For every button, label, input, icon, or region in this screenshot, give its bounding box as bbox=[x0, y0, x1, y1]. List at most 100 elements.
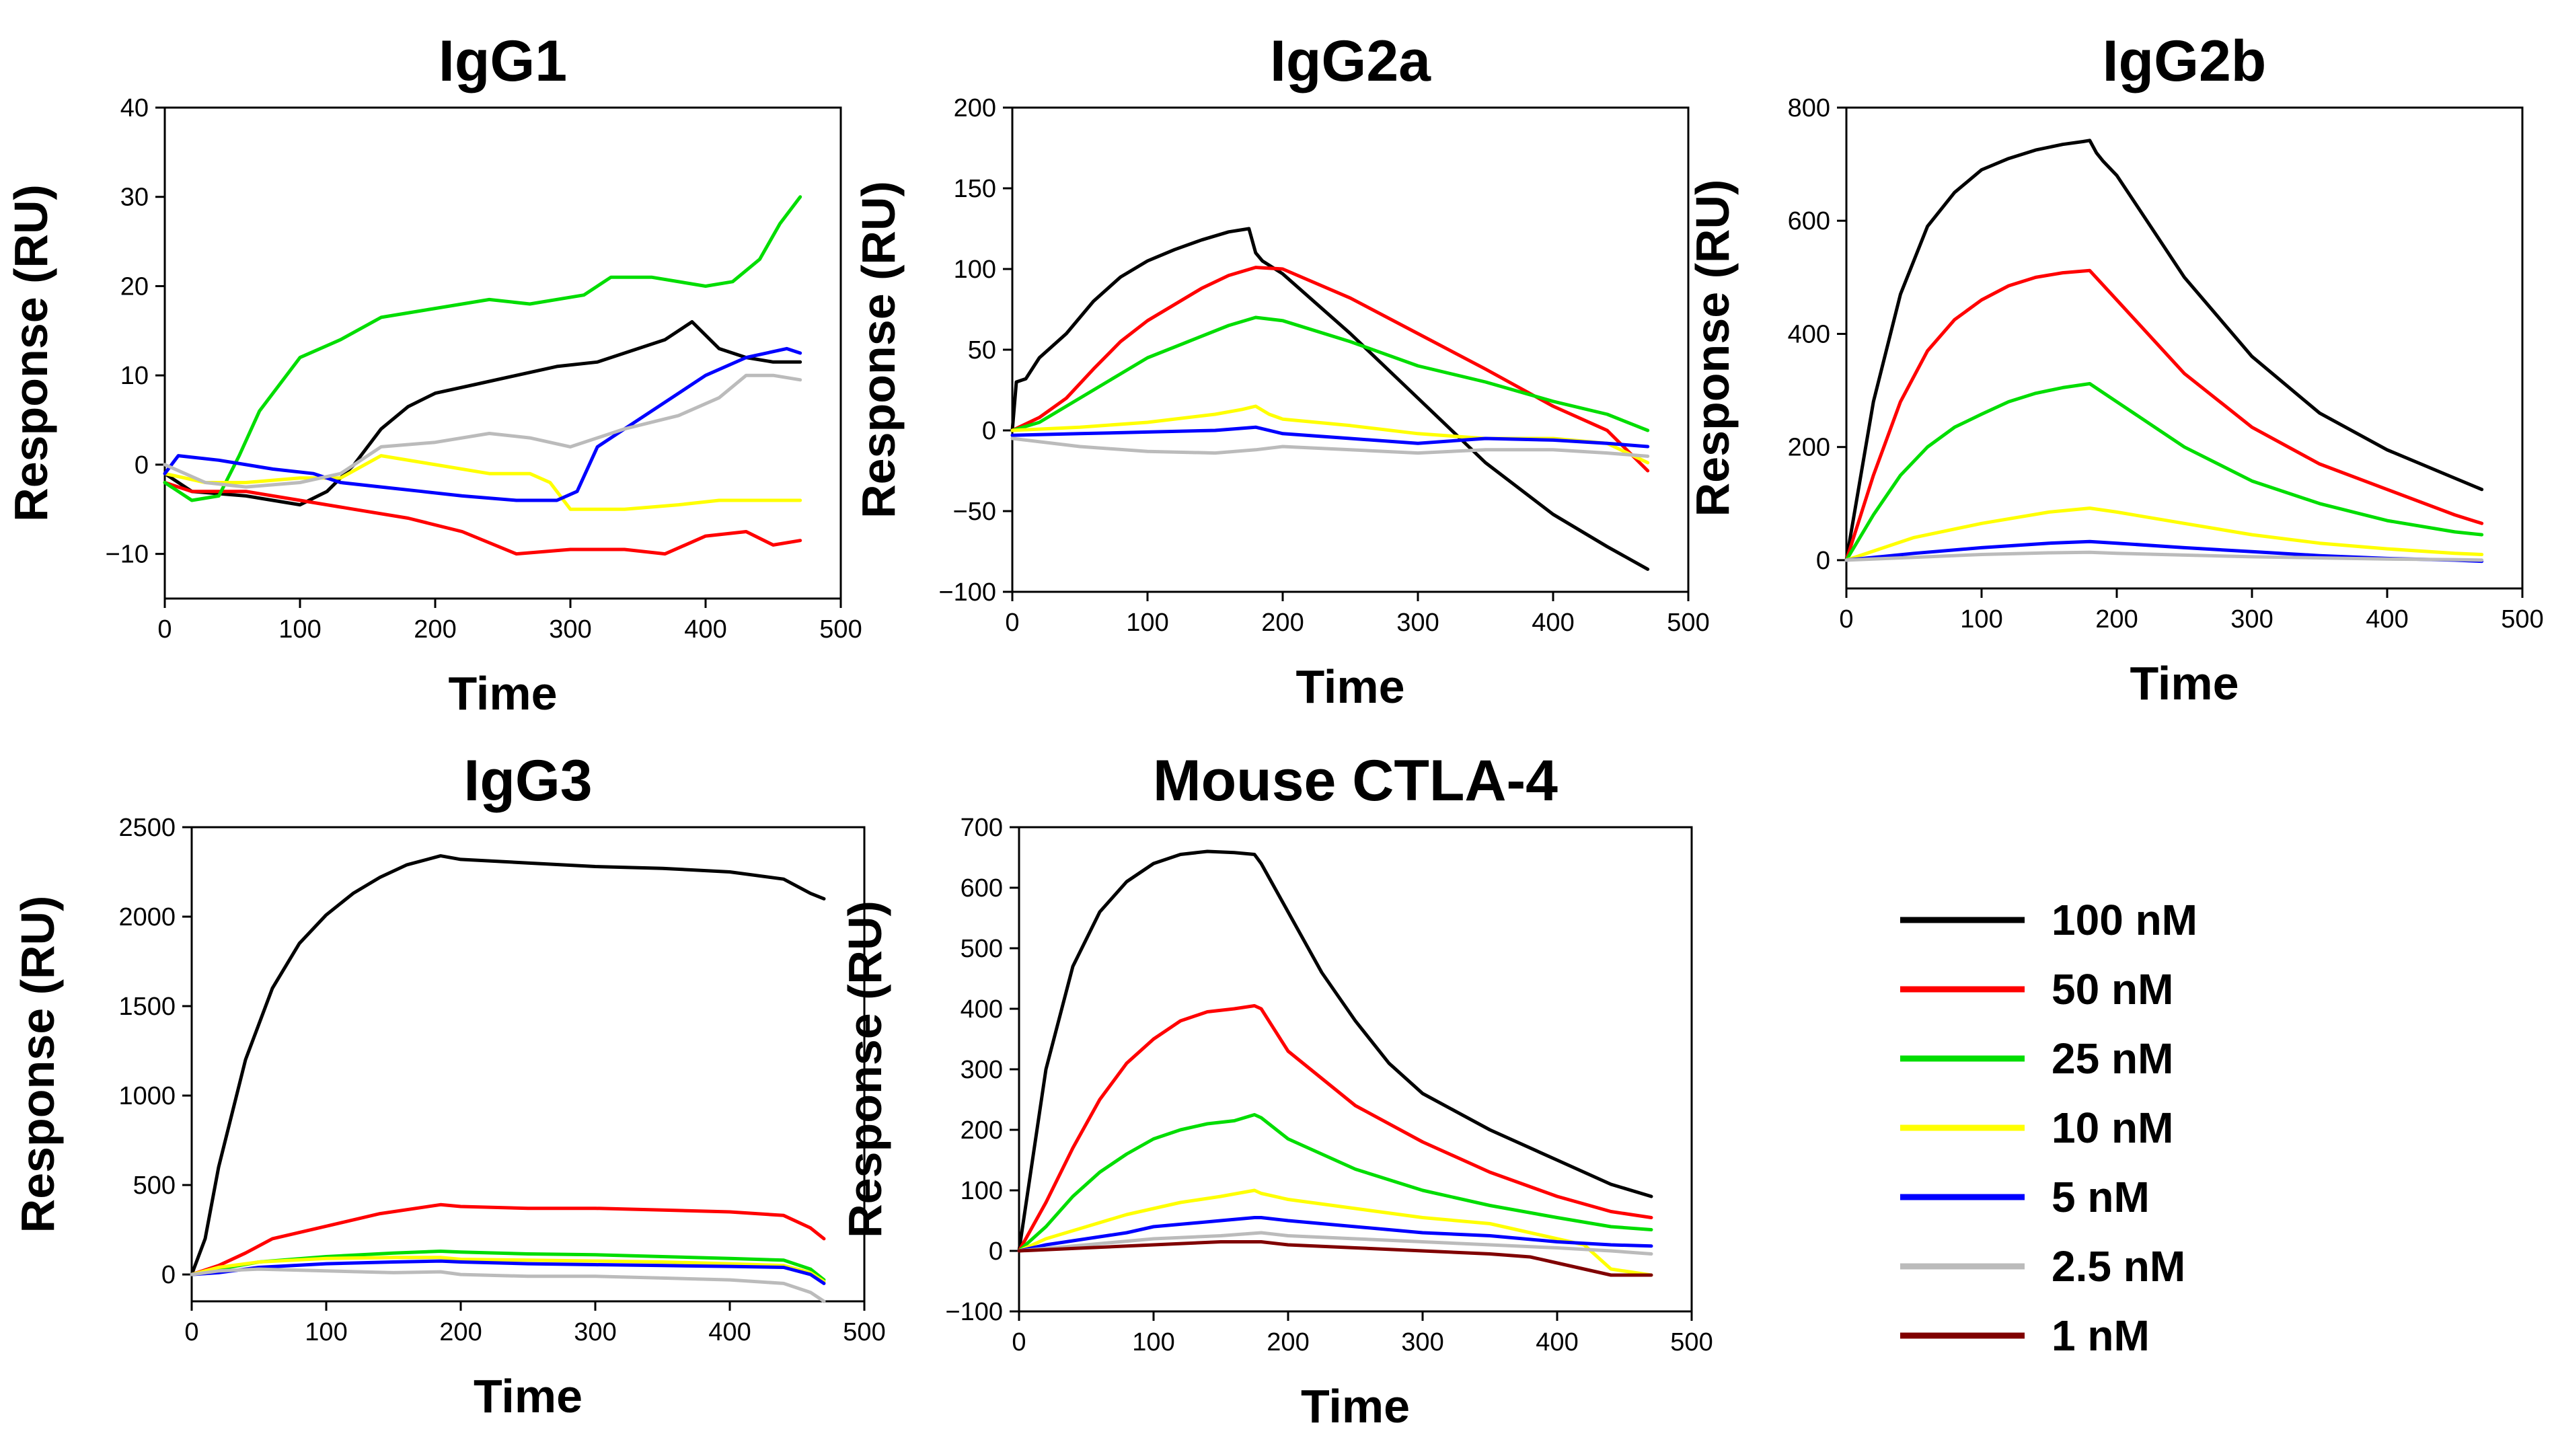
series-line-2-5-nm bbox=[1017, 1231, 1653, 1256]
x-tick-label: 100 bbox=[1132, 1328, 1174, 1356]
plot-frame bbox=[190, 826, 866, 1303]
x-tick-label: 300 bbox=[574, 1318, 616, 1346]
y-tick-label: 1000 bbox=[118, 1082, 176, 1110]
plot-frame bbox=[1845, 106, 2524, 590]
x-tick-label: 300 bbox=[1401, 1328, 1443, 1356]
x-tick-label: 500 bbox=[819, 615, 862, 644]
series-line-2-5-nm bbox=[190, 1267, 826, 1303]
series-line-10-nm bbox=[163, 454, 802, 511]
y-tick-label: 1500 bbox=[118, 993, 176, 1021]
y-tick-label: 2000 bbox=[118, 903, 176, 931]
series-line-5-nm bbox=[1010, 425, 1650, 449]
x-axis-label: Time bbox=[1295, 660, 1404, 713]
x-tick-label: 500 bbox=[1667, 609, 1709, 637]
series-line-5-nm bbox=[1017, 1216, 1653, 1253]
y-tick-label: −10 bbox=[106, 541, 149, 569]
y-tick-label: 500 bbox=[961, 935, 1003, 963]
y-tick-label: 300 bbox=[961, 1056, 1003, 1084]
x-axis-label: Time bbox=[474, 1370, 582, 1422]
x-tick-label: 400 bbox=[708, 1318, 751, 1346]
legend-label: 100 nM bbox=[2052, 896, 2197, 944]
x-tick-label: 400 bbox=[2366, 605, 2408, 634]
x-tick-label: 0 bbox=[157, 615, 172, 644]
y-tick-label: 800 bbox=[1788, 94, 1830, 122]
x-tick-label: 200 bbox=[439, 1318, 482, 1346]
series-line-100-nm bbox=[1010, 227, 1650, 571]
y-axis-label: Response (RU) bbox=[11, 896, 64, 1233]
series-line-10-nm bbox=[1017, 1188, 1653, 1277]
series-line-50-nm bbox=[190, 1202, 826, 1276]
legend-label: 10 nM bbox=[2052, 1104, 2173, 1152]
x-tick-label: 100 bbox=[1960, 605, 2002, 634]
y-tick-label: 500 bbox=[133, 1172, 176, 1200]
chart-igg1: IgG1 0 100 200 300 400 500 −10 0 10 20 30 40 Time Resp… bbox=[5, 29, 862, 720]
series-line-100-nm bbox=[1017, 849, 1653, 1253]
series-line-2-5-nm bbox=[1010, 436, 1650, 458]
y-tick-label: −50 bbox=[953, 498, 996, 526]
x-tick-label: 300 bbox=[1396, 609, 1439, 637]
x-tick-label: 0 bbox=[1005, 609, 1019, 637]
y-tick-label: 200 bbox=[954, 94, 996, 122]
x-tick-label: 200 bbox=[1267, 1328, 1309, 1356]
y-tick-label: 600 bbox=[961, 874, 1003, 903]
x-tick-label: 500 bbox=[2501, 605, 2543, 634]
x-tick-label: 0 bbox=[184, 1318, 198, 1346]
chart-title: IgG3 bbox=[463, 749, 592, 813]
y-tick-label: 2500 bbox=[118, 814, 176, 842]
series-line-100-nm bbox=[1844, 139, 2484, 562]
chart-mouse-ctla-4: Mouse CTLA-4 0 100 200 300 400 500 −100 0 100 200 3… bbox=[839, 749, 1713, 1432]
y-tick-label: 0 bbox=[1816, 547, 1830, 575]
legend-label: 25 nM bbox=[2052, 1034, 2173, 1083]
series-line-10-nm bbox=[1844, 506, 2484, 562]
y-tick-label: 30 bbox=[120, 184, 149, 212]
series-line-5-nm bbox=[190, 1259, 826, 1285]
y-tick-label: 600 bbox=[1788, 207, 1830, 235]
y-tick-label: 100 bbox=[961, 1177, 1003, 1205]
y-tick-label: 400 bbox=[961, 995, 1003, 1024]
y-tick-label: 200 bbox=[1788, 434, 1830, 462]
x-tick-label: 200 bbox=[414, 615, 456, 644]
series-line-100-nm bbox=[190, 854, 826, 1276]
series-line-1-nm bbox=[1017, 1240, 1653, 1277]
y-tick-label: 20 bbox=[120, 272, 149, 301]
x-tick-label: 0 bbox=[1839, 605, 1853, 634]
x-tick-label: 0 bbox=[1012, 1328, 1026, 1356]
legend-label: 50 nM bbox=[2052, 965, 2173, 1013]
y-axis-label: Response (RU) bbox=[852, 181, 905, 519]
series-line-50-nm bbox=[1017, 1004, 1653, 1253]
x-tick-label: 200 bbox=[2095, 605, 2138, 634]
chart-title: Mouse CTLA-4 bbox=[1153, 749, 1558, 813]
x-tick-label: 300 bbox=[2230, 605, 2273, 634]
y-tick-label: 10 bbox=[120, 362, 149, 390]
plot-frame bbox=[163, 106, 842, 600]
series-line-5-nm bbox=[163, 346, 802, 502]
chart-title: IgG1 bbox=[439, 29, 567, 93]
x-axis-label: Time bbox=[448, 667, 557, 720]
legend: 100 nM 50 nM 25 nM 10 nM 5 nM 2.5 nM 1 nM bbox=[1900, 896, 2197, 1360]
series-line-25-nm bbox=[1010, 315, 1650, 432]
y-tick-label: 50 bbox=[968, 336, 996, 365]
x-tick-label: 100 bbox=[278, 615, 321, 644]
y-tick-label: 200 bbox=[961, 1116, 1003, 1145]
series-line-2-5-nm bbox=[163, 373, 802, 489]
legend-label: 1 nM bbox=[2052, 1311, 2150, 1360]
x-tick-label: 100 bbox=[305, 1318, 347, 1346]
chart-title: IgG2b bbox=[2103, 29, 2267, 93]
y-tick-label: 0 bbox=[982, 417, 996, 445]
series-line-25-nm bbox=[1844, 382, 2484, 562]
y-tick-label: 0 bbox=[989, 1237, 1003, 1266]
y-tick-label: 700 bbox=[961, 814, 1003, 842]
x-tick-label: 200 bbox=[1261, 609, 1304, 637]
series-line-2-5-nm bbox=[1844, 550, 2484, 562]
legend-label: 2.5 nM bbox=[2052, 1242, 2185, 1291]
x-axis-label: Time bbox=[1301, 1380, 1410, 1432]
chart-igg2a: IgG2a 0 100 200 300 400 500 −100 −50 0 50 100 150 200… bbox=[852, 29, 1710, 713]
legend-label: 5 nM bbox=[2052, 1173, 2150, 1221]
series-line-10-nm bbox=[190, 1256, 826, 1284]
x-tick-label: 500 bbox=[1670, 1328, 1713, 1356]
series-line-50-nm bbox=[1844, 268, 2484, 562]
y-tick-label: 100 bbox=[954, 256, 996, 284]
y-axis-label: Response (RU) bbox=[1686, 180, 1739, 517]
